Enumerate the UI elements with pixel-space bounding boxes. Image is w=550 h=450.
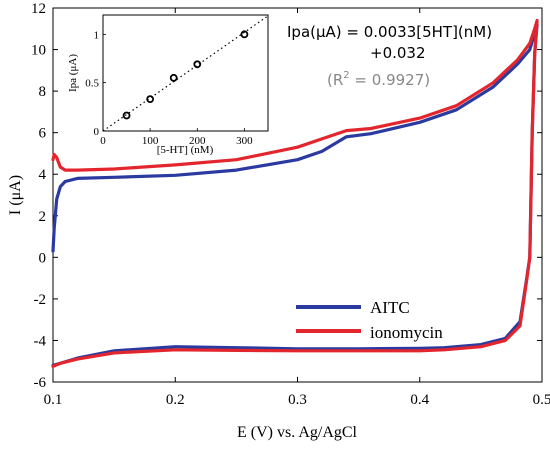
x-axis-label: E (V) vs. Ag/AgCl (237, 424, 358, 441)
legend: AITC ionomycin (296, 298, 443, 342)
inset-plot-frame (102, 14, 269, 132)
main-y-tick-label: 0 (39, 250, 47, 266)
inset-y-tick-label: 1 (94, 29, 100, 41)
main-x-tick-label: 0.2 (166, 392, 185, 408)
legend-label-aitc: AITC (370, 298, 410, 317)
main-y-tick-label: 4 (39, 167, 47, 183)
inset-x-tick-label: 300 (236, 135, 253, 147)
main-y-tick-label: 12 (31, 1, 46, 17)
inset-data-point (146, 95, 155, 103)
inset-data-points (122, 30, 249, 120)
main-y-tick-label: -4 (34, 333, 47, 349)
inset-y-axis-label: Ipa (μA) (67, 54, 79, 92)
inset-x-ticks: 0 100 200 300 (100, 128, 253, 147)
main-y-tick-label: -2 (34, 292, 47, 308)
main-x-ticks: 0.1 0.2 0.3 0.4 0.5 (44, 8, 550, 408)
main-x-tick-label: 0.5 (533, 392, 550, 408)
main-x-tick-label: 0.1 (44, 392, 63, 408)
main-y-tick-label: 8 (39, 84, 47, 100)
inset-y-ticks: 00.51 (85, 29, 106, 138)
legend-label-ionomycin: ionomycin (370, 323, 443, 342)
inset-fit-line (102, 15, 269, 132)
r-squared-prefix: (R (327, 71, 343, 89)
inset-linear-fit (102, 15, 269, 132)
r-squared-suffix: = 0.9927) (350, 71, 430, 89)
y-axis-label: I (μA) (7, 175, 24, 215)
main-x-tick-label: 0.4 (410, 392, 429, 408)
main-y-tick-label: -6 (34, 375, 47, 391)
series-line-ionomycin (51, 18, 539, 368)
inset-data-point (240, 30, 249, 39)
fit-equation-line2: +0.032 (370, 44, 426, 62)
inset-data-point (193, 60, 202, 69)
inset-x-tick-label: 0 (100, 135, 106, 147)
inset-y-tick-label: 0 (94, 126, 100, 138)
r-squared-superscript: 2 (343, 70, 349, 81)
inset-data-point (122, 111, 131, 120)
inset-x-tick-label: 100 (142, 135, 159, 147)
inset-x-axis-label: [5-HT] (nM) (157, 144, 214, 156)
main-x-tick-label: 0.3 (288, 392, 307, 408)
r-squared-annotation: (R2 = 0.9927) (327, 70, 430, 89)
fit-equation-line1: Ipa(μA) = 0.0033[5HT](nM) (287, 23, 492, 41)
main-y-tick-label: 6 (39, 126, 47, 142)
inset-x-tick-label: 200 (189, 135, 206, 147)
main-y-tick-label: 2 (39, 209, 47, 225)
inset-calibration-plot: 00.51 0 100 200 300 [5-HT] (nM) Ipa (μA) (67, 14, 269, 156)
inset-data-point (169, 73, 178, 82)
inset-y-tick-label: 0.5 (85, 78, 99, 90)
main-y-tick-label: 10 (31, 43, 46, 59)
main-series-lines (51, 18, 539, 368)
